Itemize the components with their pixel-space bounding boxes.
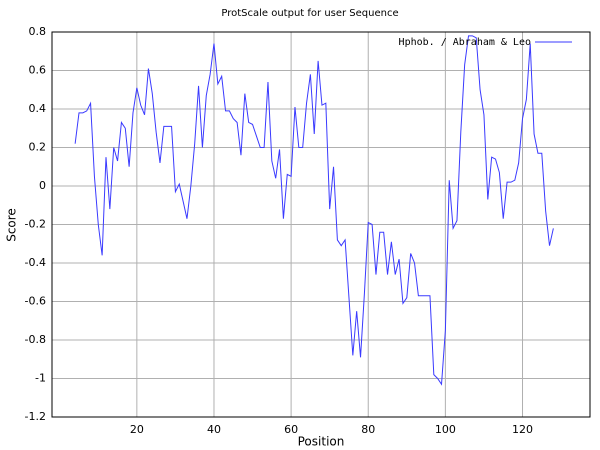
y-tick-label: 0.8 (29, 25, 47, 38)
x-tick-label: 120 (512, 423, 533, 436)
y-tick-label: 0 (39, 179, 46, 192)
y-tick-label: 0.2 (29, 141, 47, 154)
y-tick-label: 0.4 (29, 102, 47, 115)
y-tick-label: -0.8 (25, 333, 46, 346)
plot-frame (51, 31, 591, 418)
x-tick-label: 20 (130, 423, 144, 436)
y-tick-label: -0.2 (25, 218, 46, 231)
y-axis-label: Score (5, 208, 19, 242)
y-tick-label: -1.2 (25, 410, 46, 423)
y-tick-label: 0.6 (29, 64, 47, 77)
x-tick-label: 40 (207, 423, 221, 436)
y-tick-label: -1 (35, 372, 46, 385)
chart-title: ProtScale output for user Sequence (221, 8, 398, 19)
x-tick-label: 100 (435, 423, 456, 436)
y-tick-label: -0.4 (25, 256, 46, 269)
x-tick-label: 80 (361, 423, 375, 436)
legend-label: Hphob. / Abraham & Leo (399, 37, 531, 48)
data-line (74, 35, 554, 386)
x-axis-label: Position (298, 435, 345, 449)
x-tick-label: 60 (284, 423, 298, 436)
y-tick-label: -0.6 (25, 295, 46, 308)
